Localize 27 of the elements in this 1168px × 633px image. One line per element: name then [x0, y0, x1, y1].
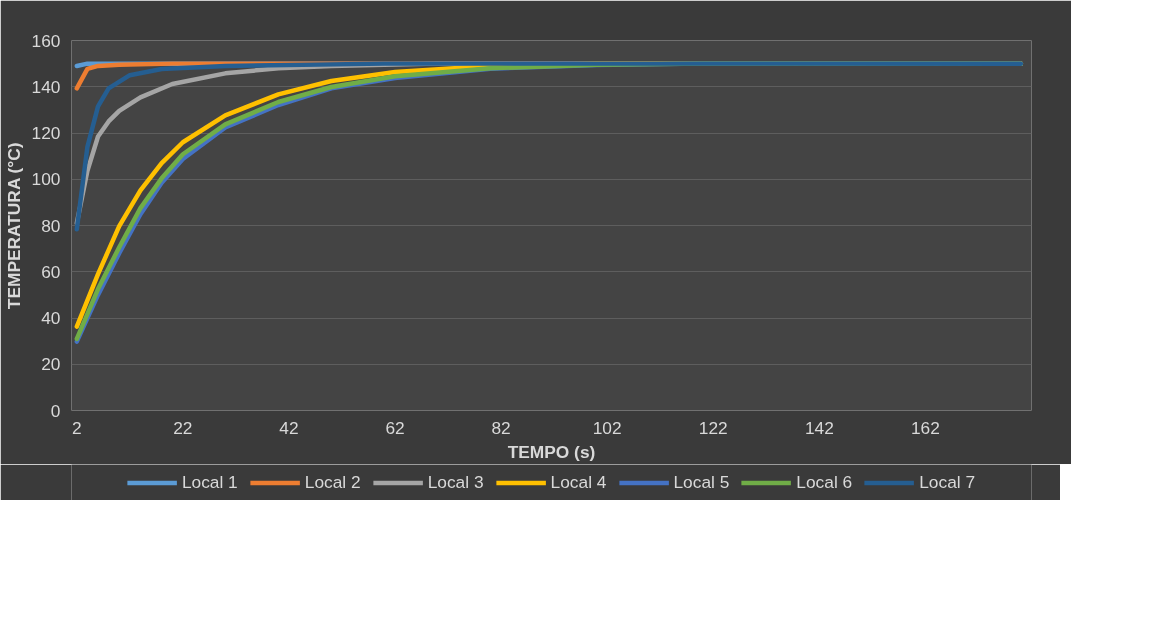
legend-label: Local 4 [550, 471, 607, 493]
legend-label: Local 5 [673, 471, 730, 493]
legend-label: Local 7 [919, 471, 976, 493]
y-tick-label: 40 [41, 308, 61, 328]
x-tick-label: 142 [804, 417, 834, 438]
legend-label: Local 2 [304, 471, 361, 493]
y-axis-title: TEMPERATURA (°C) [3, 142, 24, 310]
y-tick-label: 160 [31, 30, 61, 51]
y-tick-label: 60 [41, 261, 61, 282]
y-tick-label: 100 [31, 169, 61, 190]
x-tick-label: 2 [71, 417, 82, 438]
x-tick-label: 82 [491, 417, 511, 438]
x-tick-label: 162 [910, 417, 940, 438]
y-tick-label: 20 [41, 354, 61, 375]
y-tick-label: 80 [41, 215, 61, 236]
x-tick-label: 42 [279, 417, 299, 438]
y-tick-label: 140 [31, 76, 61, 97]
legend-label: Local 6 [796, 471, 853, 493]
y-tick-label: 120 [31, 123, 61, 143]
legend-label: Local 3 [427, 471, 484, 493]
x-tick-label: 22 [173, 417, 193, 438]
y-tick-label: 0 [50, 400, 61, 421]
x-tick-label: 122 [698, 417, 728, 438]
x-axis-title: TEMPO (s) [507, 441, 596, 462]
x-tick-label: 102 [592, 417, 622, 438]
legend-label: Local 1 [181, 471, 238, 493]
x-tick-label: 62 [385, 417, 405, 438]
